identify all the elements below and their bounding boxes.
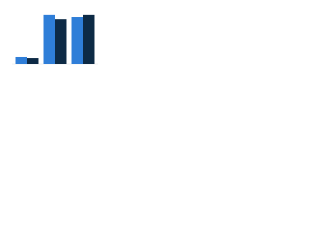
- bar: [71, 17, 83, 64]
- bar: [43, 14, 55, 64]
- chart: [0, 0, 100, 71]
- bar: [27, 58, 39, 64]
- bar: [83, 14, 95, 64]
- bar: [55, 19, 67, 64]
- bar: [15, 56, 27, 64]
- page: (() => { const data = JSON.parse(documen…: [0, 0, 320, 71]
